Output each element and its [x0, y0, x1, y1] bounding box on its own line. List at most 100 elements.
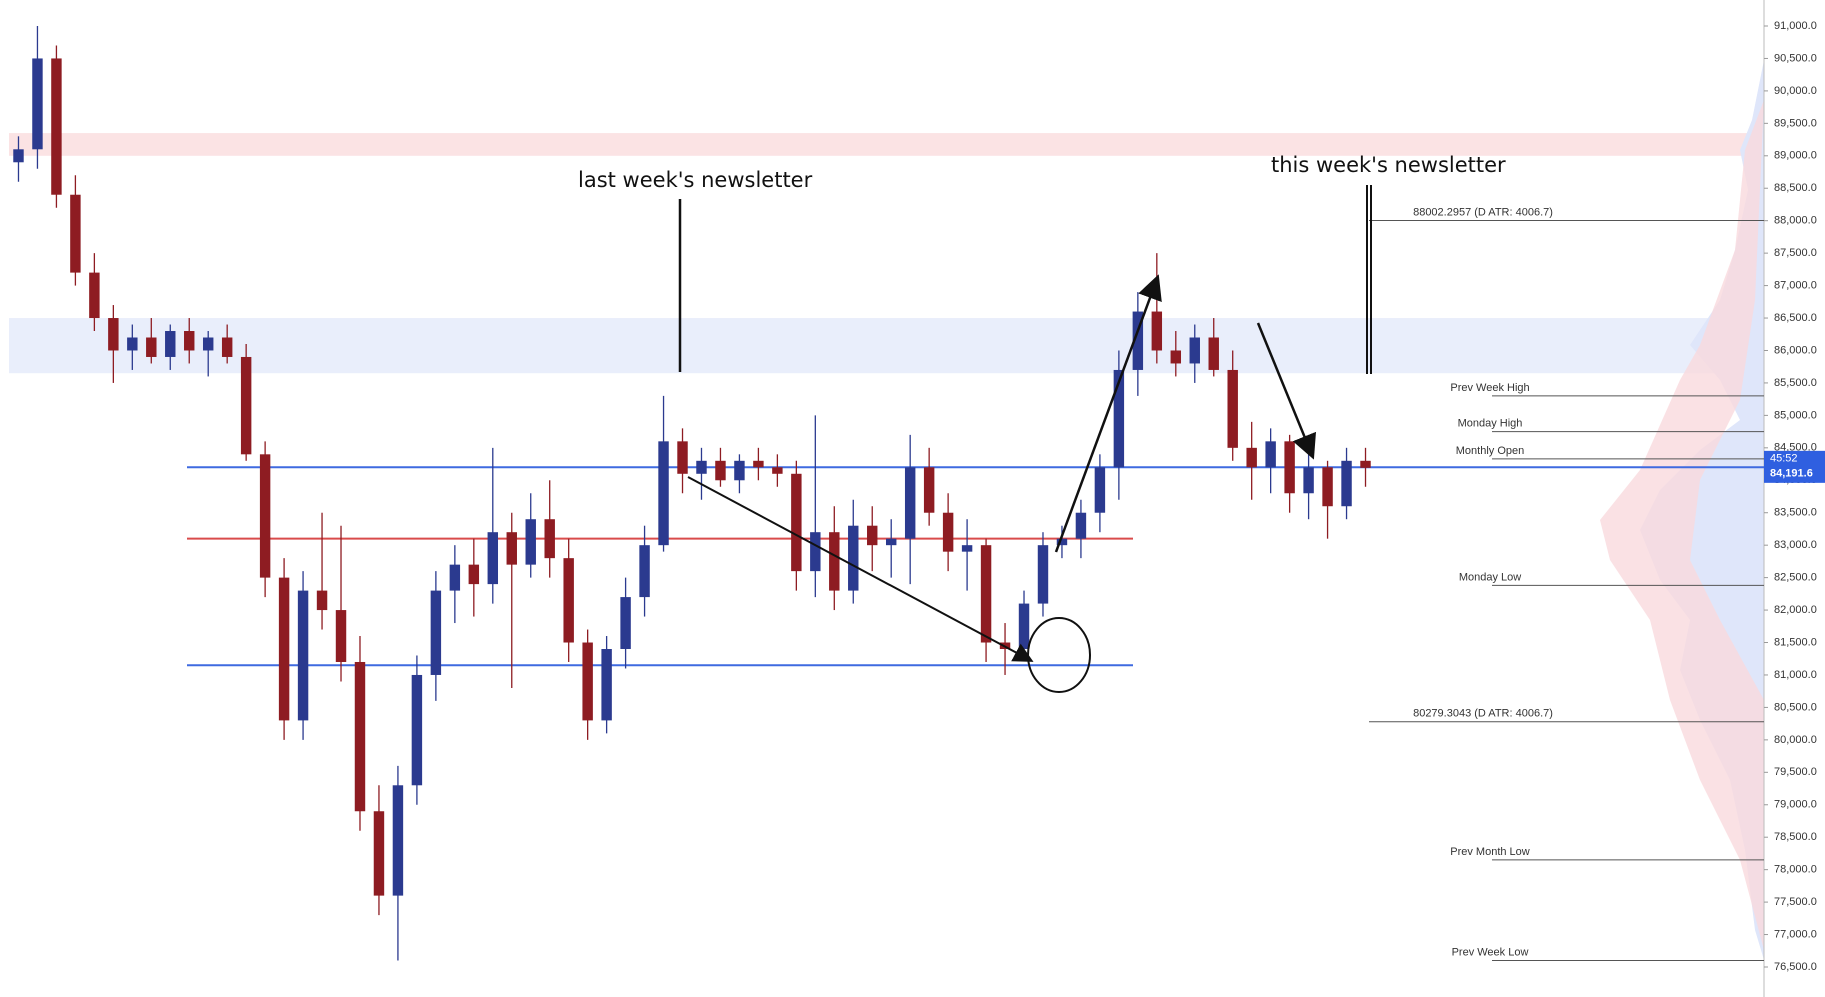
- candle-body: [563, 558, 574, 643]
- candle-body: [430, 590, 442, 675]
- candle-body: [165, 331, 176, 357]
- y-tick-label: 86,500.0: [1774, 312, 1817, 324]
- level-label: Monthly Open: [1456, 445, 1524, 457]
- level-label: Prev Week Low: [1452, 946, 1529, 958]
- candle-body: [13, 149, 24, 163]
- candle-body: [1170, 350, 1182, 364]
- zone: [9, 133, 1764, 156]
- candle-body: [753, 460, 764, 468]
- candle-body: [184, 331, 195, 351]
- candle-body: [696, 460, 707, 474]
- y-tick-label: 90,500.0: [1774, 52, 1817, 64]
- candle-body: [1113, 369, 1125, 468]
- level-label: Prev Week High: [1450, 382, 1529, 394]
- candle-body: [942, 512, 954, 552]
- candle-body: [885, 538, 897, 546]
- candle-body: [715, 460, 726, 481]
- level-label: 88002.2957 (D ATR: 4006.7): [1413, 206, 1553, 218]
- y-tick-label: 84,500.0: [1774, 442, 1817, 454]
- candle-body: [1132, 311, 1144, 370]
- candle-body: [810, 532, 821, 572]
- annotation-arrow: [1054, 274, 1162, 553]
- candle-body: [1208, 337, 1219, 370]
- y-tick-label: 80,000.0: [1774, 734, 1817, 746]
- candle-body: [923, 467, 935, 513]
- y-tick-label: 85,000.0: [1774, 409, 1817, 421]
- candle-body: [487, 532, 499, 585]
- candle-body: [127, 337, 138, 351]
- y-tick-label: 88,500.0: [1774, 182, 1817, 194]
- candle-body: [335, 610, 347, 662]
- candle-body: [1018, 603, 1030, 650]
- volume-profile: [1600, 100, 1764, 950]
- candle-body: [1322, 467, 1333, 507]
- candle-body: [221, 337, 233, 357]
- candle-body: [278, 577, 290, 721]
- candle-body: [620, 597, 631, 650]
- axis-layer: 76,500.0 77,000.0 77,500.0 78,000.0 78,500.0…: [1764, 20, 1825, 973]
- candle-body: [468, 564, 480, 585]
- y-tick-label: 86,000.0: [1774, 344, 1817, 356]
- candle-body: [1265, 441, 1276, 468]
- candle-body: [980, 545, 992, 643]
- y-tick-label: 76,500.0: [1774, 961, 1817, 973]
- candle-body: [1151, 311, 1163, 351]
- y-tick-label: 89,000.0: [1774, 150, 1817, 162]
- candle-body: [772, 467, 783, 474]
- candle-body: [791, 473, 802, 572]
- level-label: 80279.3043 (D ATR: 4006.7): [1413, 708, 1553, 720]
- candle-body: [1284, 441, 1295, 494]
- y-tick-label: 89,500.0: [1774, 117, 1817, 129]
- zone: [9, 318, 1764, 374]
- y-tick-label: 87,500.0: [1774, 247, 1817, 259]
- candle-body: [904, 467, 916, 539]
- annotation: last week's newsletter: [578, 168, 813, 192]
- candle-body: [544, 519, 555, 559]
- candle-body: [354, 661, 366, 812]
- candle-body: [1075, 512, 1087, 539]
- candle-body: [1246, 447, 1257, 468]
- candle-body: [1094, 467, 1106, 513]
- y-tick-label: 85,500.0: [1774, 377, 1817, 389]
- candle-body: [677, 441, 688, 474]
- plot-layer: 88002.2957 (D ATR: 4006.7) Prev Week High…: [13, 26, 1764, 962]
- annotation-circle: [1027, 617, 1091, 693]
- candle-body: [1341, 460, 1352, 507]
- candle-body: [658, 441, 669, 546]
- candle-body: [202, 337, 214, 351]
- candle-body: [32, 58, 43, 150]
- candle-body: [89, 272, 100, 319]
- candle-body: [506, 532, 517, 565]
- y-tick-label: 79,000.0: [1774, 799, 1817, 811]
- annotation: this week's newsletter: [1271, 153, 1506, 177]
- candle-body: [1189, 337, 1200, 364]
- annotation-arrow: [687, 476, 1034, 662]
- candle-body: [867, 525, 878, 546]
- candle-body: [734, 460, 745, 481]
- candle-body: [373, 811, 385, 896]
- y-tick-label: 82,000.0: [1774, 604, 1817, 616]
- y-tick-label: 90,000.0: [1774, 85, 1817, 97]
- candle-body: [316, 590, 328, 611]
- candle-body: [146, 337, 157, 357]
- candle-body: [961, 545, 973, 552]
- level-label: Prev Month Low: [1450, 846, 1530, 858]
- candle-body: [51, 58, 62, 195]
- candle-body: [240, 356, 252, 455]
- level-label: Monday Low: [1459, 571, 1521, 583]
- candle-body: [411, 674, 423, 786]
- level-label: Monday High: [1458, 418, 1523, 430]
- y-tick-label: 80,500.0: [1774, 701, 1817, 713]
- y-tick-label: 77,000.0: [1774, 928, 1817, 940]
- candle-body: [259, 454, 271, 578]
- candle-body: [582, 642, 593, 721]
- candle-body: [601, 649, 612, 721]
- y-tick-label: 91,000.0: [1774, 20, 1817, 32]
- y-tick-label: 81,500.0: [1774, 636, 1817, 648]
- y-tick-label: 79,500.0: [1774, 766, 1817, 778]
- candle-body: [449, 564, 461, 591]
- candle-body: [829, 532, 840, 591]
- candle-body: [392, 785, 404, 896]
- y-tick-label: 78,000.0: [1774, 864, 1817, 876]
